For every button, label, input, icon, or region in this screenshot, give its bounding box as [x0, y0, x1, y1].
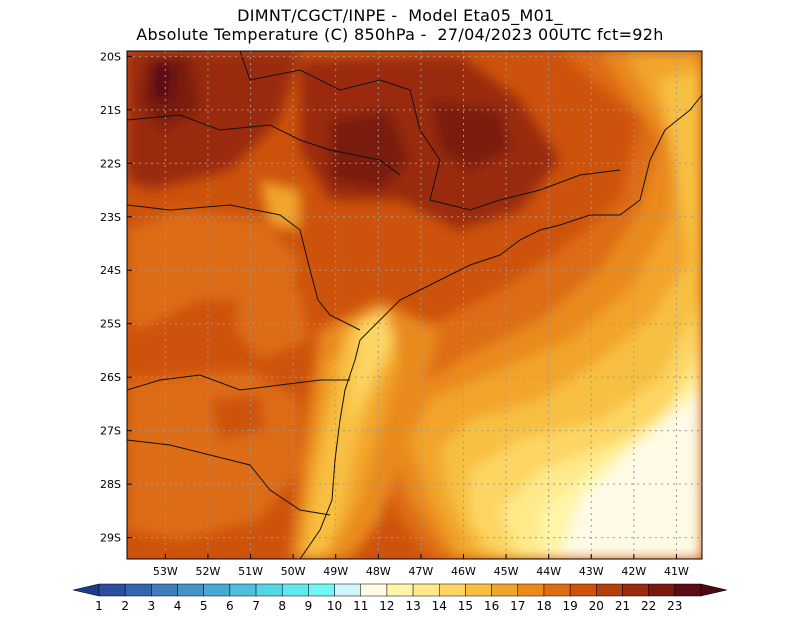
colorbar-under-arrow [72, 583, 100, 597]
lon-tick-label: 51W [238, 565, 263, 578]
colorbar-swatch [334, 583, 361, 597]
colorbar-label: 10 [327, 599, 342, 613]
colorbar-swatch [465, 583, 492, 597]
coastline-and-borders [127, 51, 702, 559]
colorbar-label: 21 [615, 599, 630, 613]
lon-tick-label: 43W [579, 565, 604, 578]
colorbar-swatch [439, 583, 466, 597]
lon-tick-label: 42W [621, 565, 646, 578]
lon-tick-label: 53W [153, 565, 178, 578]
plot-frame [126, 50, 703, 560]
colorbar-label: 15 [458, 599, 473, 613]
colorbar-label: 17 [510, 599, 525, 613]
colorbar-label: 18 [536, 599, 551, 613]
colorbar-label: 4 [174, 599, 182, 613]
colorbar-swatch [151, 583, 178, 597]
lat-tick-label: 20S [100, 50, 121, 63]
colorbar-label: 23 [667, 599, 682, 613]
colorbar-label: 7 [252, 599, 260, 613]
colorbar-swatch [569, 583, 597, 597]
lon-tick-label: 52W [195, 565, 220, 578]
colorbar-label: 1 [95, 599, 103, 613]
lat-tick-label: 27S [100, 425, 121, 438]
colorbar-label: 8 [278, 599, 286, 613]
lon-tick-label: 41W [664, 565, 689, 578]
lon-tick-label: 47W [408, 565, 433, 578]
colorbar-swatch [308, 583, 335, 597]
colorbar-label: 2 [121, 599, 129, 613]
colorbar-swatch [517, 583, 545, 597]
lon-tick-label: 48W [366, 565, 391, 578]
colorbar-swatch [543, 583, 571, 597]
map-title-line2: Absolute Temperature (C) 850hPa - 27/04/… [136, 25, 664, 44]
map-title-line1: DIMNT/CGCT/INPE - Model Eta05_M01_ [237, 6, 563, 25]
lat-lon-grid [127, 51, 702, 559]
colorbar-swatch [360, 583, 388, 597]
lat-tick-label: 29S [100, 532, 121, 545]
lat-tick-label: 24S [100, 264, 121, 277]
colorbar-swatch [177, 583, 204, 597]
colorbar-swatch [491, 583, 519, 597]
temperature-field [127, 51, 702, 559]
lat-tick-label: 22S [100, 157, 121, 170]
colorbar-swatch [124, 583, 152, 597]
longitude-ticks: 53W 52W 51W 50W 49W 48W 47W 46W 45W 44W 43W 42W 41W [153, 554, 689, 578]
colorbar-swatch [386, 583, 414, 597]
colorbar-swatch [596, 583, 623, 597]
colorbar-label: 22 [641, 599, 656, 613]
colorbar-swatch [412, 583, 440, 597]
colorbar-label: 6 [226, 599, 234, 613]
colorbar-swatch [281, 583, 309, 597]
latitude-ticks: 20S 21S 22S 23S 24S 25S 26S 27S 28S 29S [100, 50, 132, 545]
colorbar-swatch [229, 583, 257, 597]
lat-tick-label: 26S [100, 371, 121, 384]
colorbar-label: 16 [484, 599, 499, 613]
colorbar-over-arrow [700, 583, 728, 597]
colorbar-label: 19 [562, 599, 577, 613]
lat-tick-label: 21S [100, 104, 121, 117]
colorbar-swatch [622, 583, 649, 597]
lon-tick-label: 46W [451, 565, 476, 578]
colorbar-swatch [648, 583, 676, 597]
colorbar: 1 2 3 4 5 6 7 8 9 10 11 12 13 14 15 16 17 18 19 20 21 22 23 [72, 583, 728, 613]
lat-tick-label: 25S [100, 318, 121, 331]
lon-tick-label: 49W [323, 565, 348, 578]
colorbar-label: 9 [305, 599, 313, 613]
colorbar-swatch [674, 583, 702, 597]
colorbar-label: 3 [148, 599, 156, 613]
colorbar-label: 11 [353, 599, 368, 613]
colorbar-label: 14 [432, 599, 447, 613]
colorbar-label: 20 [589, 599, 604, 613]
lat-tick-label: 23S [100, 211, 121, 224]
colorbar-label: 12 [379, 599, 394, 613]
colorbar-swatch [203, 583, 231, 597]
colorbar-swatch [98, 583, 126, 597]
lon-tick-label: 45W [494, 565, 519, 578]
lon-tick-label: 50W [281, 565, 306, 578]
lat-tick-label: 28S [100, 478, 121, 491]
lon-tick-label: 44W [536, 565, 561, 578]
colorbar-label: 13 [405, 599, 420, 613]
colorbar-label: 5 [200, 599, 208, 613]
colorbar-swatch [255, 583, 283, 597]
